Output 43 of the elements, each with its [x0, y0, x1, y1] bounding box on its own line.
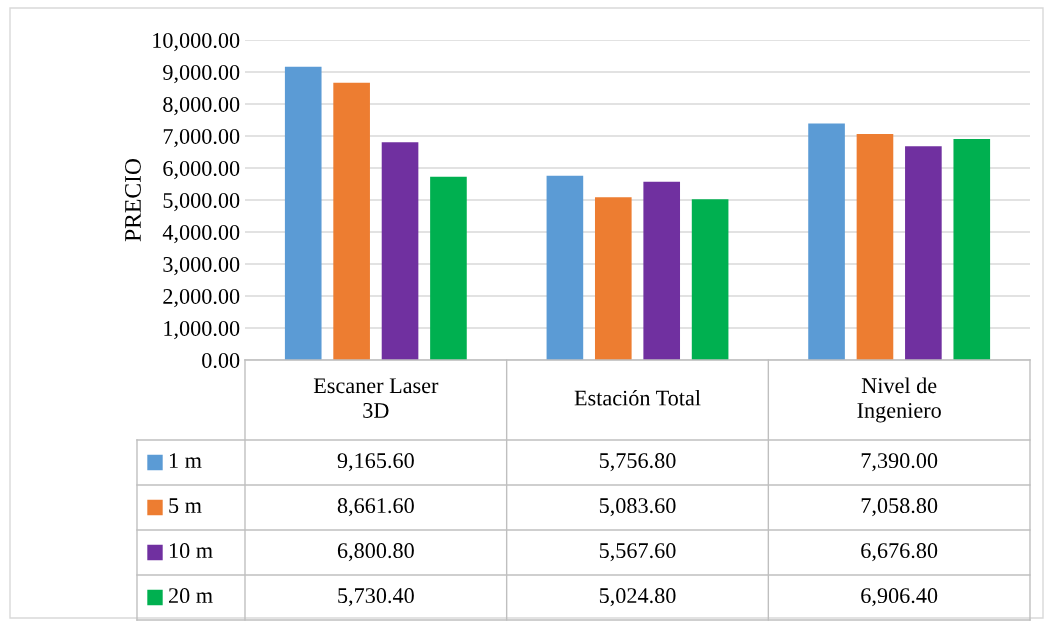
legend-label: 1 m	[169, 453, 202, 468]
bar	[905, 146, 942, 360]
y-tick-label: 7,000.00	[163, 128, 240, 148]
bar	[856, 134, 894, 360]
bar	[691, 199, 729, 360]
data-label: 6,906.40	[861, 588, 938, 607]
data-label: 8,661.60	[337, 498, 414, 517]
bar	[953, 139, 991, 360]
legend-label: 20 m	[168, 588, 213, 604]
data-label: 6,676.80	[861, 543, 938, 562]
bar	[381, 142, 419, 360]
data-label: 9,165.60	[337, 453, 414, 472]
y-tick-label: 2,000.00	[163, 288, 240, 308]
legend-label: 10 m	[169, 543, 213, 559]
bar	[333, 82, 370, 360]
data-label: 5,730.40	[338, 588, 414, 607]
y-tick-label: 9,000.00	[163, 64, 240, 84]
bar	[546, 175, 584, 360]
bar	[643, 181, 681, 360]
y-tick-label: 10,000.00	[153, 32, 240, 52]
bar	[284, 66, 322, 360]
x-tick-label: Escaner Laser 3D	[313, 378, 439, 418]
bar	[808, 123, 845, 360]
data-label: 5,083.60	[599, 498, 676, 517]
data-label: 5,756.80	[599, 453, 676, 472]
y-tick-label: 1,000.00	[164, 320, 240, 340]
y-tick-label: 8,000.00	[163, 96, 240, 116]
x-tick-label: Nivel de Ingeniero	[857, 377, 941, 423]
y-axis-title: PRECIO	[125, 158, 141, 242]
y-tick-label: 6,000.00	[163, 160, 240, 180]
data-label: 7,390.00	[861, 453, 938, 472]
y-tick-label: 3,000.00	[163, 256, 240, 276]
data-label: 5,024.80	[599, 588, 676, 607]
y-tick-label: 5,000.00	[163, 192, 240, 212]
data-label: 6,800.80	[337, 543, 414, 562]
y-tick-label: 0.00	[202, 352, 240, 369]
y-tick-label: 4,000.00	[162, 224, 240, 244]
x-tick-label: Estación Total	[574, 389, 701, 406]
legend-label: 5 m	[169, 498, 202, 514]
data-label: 7,058.80	[861, 498, 938, 517]
bar	[430, 176, 467, 360]
bar	[594, 197, 632, 360]
data-label: 5,567.60	[599, 543, 676, 562]
